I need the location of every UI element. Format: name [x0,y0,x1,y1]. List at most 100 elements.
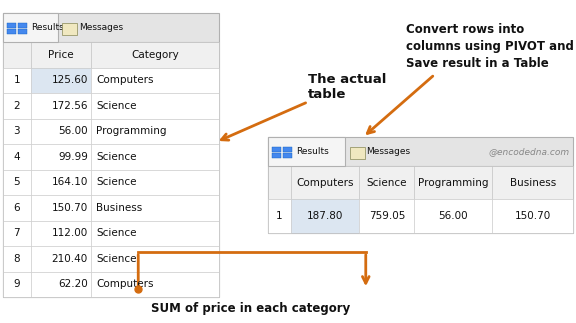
Text: 3: 3 [14,126,20,136]
Bar [92,68,219,93]
Text: Results: Results [296,147,329,156]
Bar [92,170,219,195]
Text: 172.56: 172.56 [51,101,88,111]
Text: Business: Business [510,178,556,188]
Bar [268,137,573,166]
Text: 2: 2 [14,101,20,111]
Text: Convert rows into
columns using PIVOT and
Save result in a Table: Convert rows into columns using PIVOT an… [406,23,574,70]
Text: 759.05: 759.05 [369,211,405,221]
Text: Messages: Messages [79,23,123,32]
Text: Science: Science [367,178,407,188]
Bar [92,119,219,144]
Bar [62,23,77,35]
Text: 187.80: 187.80 [307,211,343,221]
Text: 9: 9 [14,279,20,289]
Bar [3,170,31,195]
Bar [268,166,573,233]
Bar [92,42,219,68]
Text: @encodedna.com: @encodedna.com [488,147,570,156]
Text: Science: Science [96,228,137,238]
Bar [18,23,27,28]
Bar [3,195,31,221]
Bar [492,166,573,199]
Bar [31,170,92,195]
Text: 56.00: 56.00 [438,211,468,221]
Text: The actual
table: The actual table [308,73,386,101]
Bar [359,199,414,233]
Bar [3,13,58,42]
Bar [31,68,92,93]
Text: 5: 5 [14,177,20,187]
Bar [92,246,219,272]
Bar [283,153,292,158]
Text: 210.40: 210.40 [52,254,88,264]
Bar [92,221,219,246]
Text: 4: 4 [14,152,20,162]
Text: Business: Business [96,203,142,213]
Text: 99.99: 99.99 [58,152,88,162]
Text: 112.00: 112.00 [52,228,88,238]
Bar [350,147,365,159]
Text: SUM of price in each category: SUM of price in each category [151,302,350,315]
Text: 150.70: 150.70 [52,203,88,213]
Bar [92,144,219,170]
Bar [3,13,219,42]
Bar [414,166,492,199]
Text: 125.60: 125.60 [52,75,88,85]
Bar [31,195,92,221]
Bar [31,272,92,297]
Bar [268,137,345,166]
Bar [359,166,414,199]
Text: 7: 7 [14,228,20,238]
Bar [31,119,92,144]
Bar [92,195,219,221]
Text: 56.00: 56.00 [58,126,88,136]
Text: Messages: Messages [366,147,411,156]
Text: Programming: Programming [418,178,488,188]
Bar [3,42,31,68]
Bar [272,153,281,158]
Bar [3,144,31,170]
Text: Science: Science [96,152,137,162]
Bar [3,68,31,93]
Text: 62.20: 62.20 [58,279,88,289]
Bar [291,199,359,233]
Bar [31,246,92,272]
Bar [3,221,31,246]
Text: Programming: Programming [96,126,166,136]
Bar [31,144,92,170]
Text: 8: 8 [14,254,20,264]
Text: Price: Price [48,50,74,60]
Bar [268,199,291,233]
Text: 1: 1 [276,211,283,221]
Bar [7,29,16,34]
Text: Science: Science [96,254,137,264]
Text: Computers: Computers [96,279,154,289]
Text: Results: Results [31,23,64,32]
Bar [3,42,219,297]
Bar [31,93,92,119]
Text: 164.10: 164.10 [52,177,88,187]
Text: 6: 6 [14,203,20,213]
Bar [272,147,281,152]
Bar [3,246,31,272]
Bar [31,221,92,246]
Bar [3,272,31,297]
Text: Category: Category [131,50,179,60]
Text: Science: Science [96,101,137,111]
Bar [3,119,31,144]
Bar [92,272,219,297]
Text: 1: 1 [14,75,20,85]
Bar [492,199,573,233]
Bar [92,93,219,119]
Bar [291,166,359,199]
Bar [7,23,16,28]
Bar [268,166,291,199]
Bar [3,93,31,119]
Bar [31,42,92,68]
Bar [18,29,27,34]
Bar [283,147,292,152]
Text: Computers: Computers [96,75,154,85]
Bar [414,199,492,233]
Text: 150.70: 150.70 [514,211,551,221]
